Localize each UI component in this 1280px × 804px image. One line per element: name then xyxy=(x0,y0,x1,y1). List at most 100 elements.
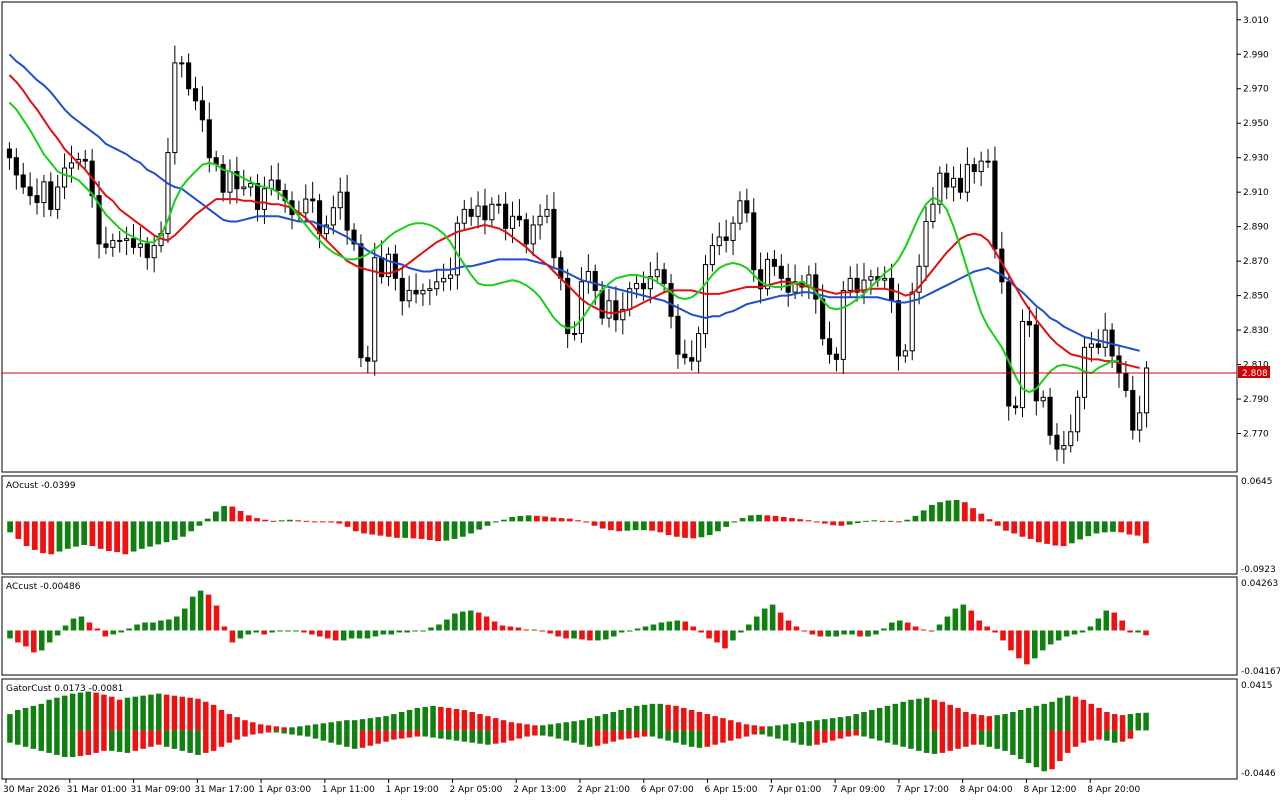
gator-bar-lower xyxy=(30,730,37,749)
gator-bar-lower xyxy=(1033,730,1040,768)
gator-bar-lower xyxy=(336,730,342,745)
gator-bar-upper xyxy=(1104,712,1110,731)
candle xyxy=(1006,281,1012,407)
histogram-bar xyxy=(319,521,326,523)
histogram-bar xyxy=(698,630,704,633)
gator-bar-lower xyxy=(383,730,389,742)
gator-bar-upper xyxy=(1072,696,1079,731)
gator-bar-upper xyxy=(712,716,718,731)
gator-bar-lower xyxy=(163,730,170,747)
price-tick-label: 2.930 xyxy=(1243,154,1269,164)
candle xyxy=(1102,329,1108,348)
histogram-bar xyxy=(459,521,466,537)
histogram-bar xyxy=(1119,620,1125,631)
time-tick-label: 31 Mar 01:00 xyxy=(67,785,127,795)
candle xyxy=(523,219,529,245)
histogram-bar xyxy=(558,518,565,522)
candle xyxy=(68,162,75,169)
gator-bar-lower xyxy=(359,730,366,748)
candle xyxy=(1033,324,1039,402)
time-tick-label: 8 Apr 12:00 xyxy=(1023,785,1076,795)
histogram-bar xyxy=(97,521,104,549)
candle xyxy=(482,205,488,221)
gator-bar-lower xyxy=(1025,730,1032,764)
gator-bar-upper xyxy=(916,698,922,731)
histogram-bar xyxy=(714,630,720,643)
histogram-bar xyxy=(624,521,631,531)
gator-bar-upper xyxy=(1010,712,1016,731)
histogram-bar xyxy=(1103,610,1110,631)
histogram-bar xyxy=(287,519,293,522)
histogram-bar xyxy=(64,521,71,549)
histogram-bar xyxy=(723,521,730,527)
gator-bar-lower xyxy=(634,730,640,738)
histogram-bar xyxy=(1039,630,1046,651)
gator-bar-lower xyxy=(265,730,272,733)
histogram-bar xyxy=(865,630,871,637)
gator-bar-lower xyxy=(77,730,84,756)
gator-bar-upper xyxy=(1080,699,1087,731)
histogram-bar xyxy=(616,521,623,532)
gator-bar-upper xyxy=(297,726,303,731)
gator-bar-lower xyxy=(1064,730,1071,753)
histogram-bar xyxy=(396,630,403,633)
histogram-bar xyxy=(118,630,124,633)
candle xyxy=(585,270,591,283)
gator-bar-upper xyxy=(430,705,436,731)
gator-bar-lower xyxy=(344,730,350,747)
histogram-bar xyxy=(344,521,351,527)
time-tick-label: 2 Apr 21:00 xyxy=(577,785,630,795)
gator-bar-lower xyxy=(571,730,577,743)
candle xyxy=(310,198,316,202)
histogram-bar xyxy=(640,521,647,531)
gator-bar-upper xyxy=(500,720,507,731)
histogram-bar xyxy=(402,521,409,538)
histogram-bar xyxy=(976,620,982,631)
time-tick-label: 6 Apr 07:00 xyxy=(641,785,694,795)
candle xyxy=(709,245,715,266)
candle xyxy=(1123,372,1129,391)
gator-bar-upper xyxy=(931,699,938,731)
histogram-bar xyxy=(1071,630,1078,635)
gator-bar-lower xyxy=(328,730,334,743)
candle xyxy=(496,203,502,206)
gator-bar-upper xyxy=(7,714,13,731)
gator-bar-upper xyxy=(226,714,233,731)
histogram-bar xyxy=(158,620,164,631)
gator-bar-upper xyxy=(641,704,648,731)
gator-bar-lower xyxy=(1096,730,1102,740)
last-price-badge xyxy=(1238,366,1270,378)
gator-bar-lower xyxy=(681,730,687,745)
histogram-bar xyxy=(1143,630,1149,636)
gator-bar-lower xyxy=(853,730,859,736)
gator-bar-lower xyxy=(970,730,977,745)
candle xyxy=(923,220,929,267)
histogram-bar xyxy=(1032,630,1038,659)
histogram-bar xyxy=(994,521,1001,526)
gator-bar-upper xyxy=(1033,705,1040,731)
gator-bar-lower xyxy=(469,730,475,743)
gator-bar-upper xyxy=(1096,707,1102,731)
time-tick-label: 7 Apr 09:00 xyxy=(832,785,885,795)
gator-bar-upper xyxy=(790,723,797,731)
gator-bar-upper xyxy=(759,726,765,731)
histogram-bar xyxy=(1077,521,1083,540)
candle xyxy=(124,238,130,241)
candle xyxy=(427,288,433,291)
histogram-bar xyxy=(673,521,680,537)
gator-bar-upper xyxy=(210,704,217,731)
gator-bar-lower xyxy=(15,730,21,745)
histogram-bar xyxy=(122,521,129,555)
gator-bar-lower xyxy=(916,730,922,751)
gator-bar-upper xyxy=(203,701,209,731)
candle xyxy=(558,257,564,279)
gator-bar-lower xyxy=(539,730,546,736)
histogram-bar xyxy=(436,624,442,631)
gator-bar-upper xyxy=(179,696,186,731)
candle xyxy=(578,281,585,335)
candle xyxy=(468,208,474,217)
histogram-bar xyxy=(838,521,845,526)
gator-bar-lower xyxy=(892,730,899,745)
